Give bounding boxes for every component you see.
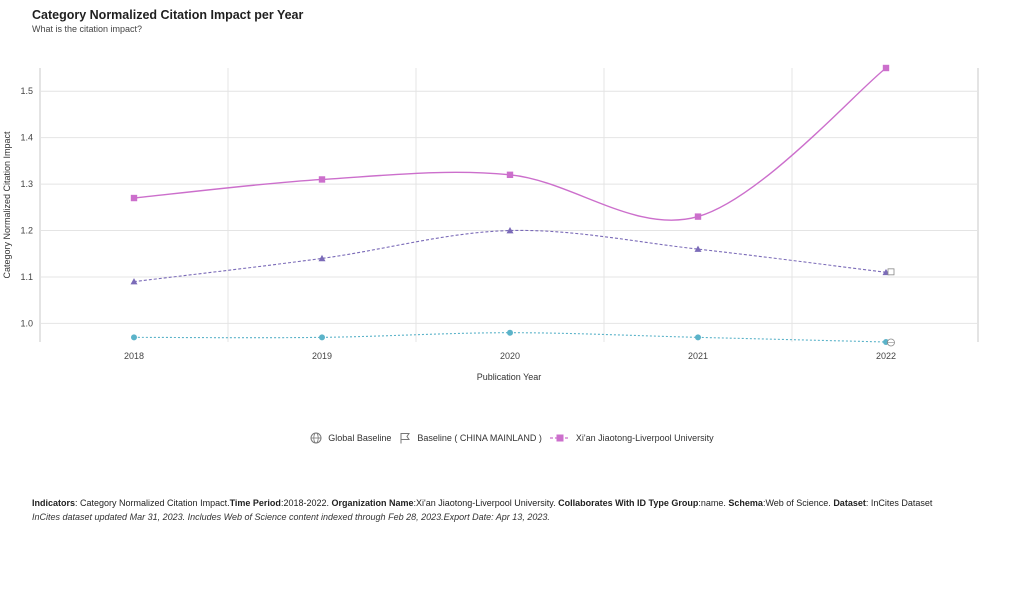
indicators-value: : Category Normalized Citation Impact.	[75, 498, 230, 508]
footer-note: InCites dataset updated Mar 31, 2023. In…	[32, 512, 550, 522]
legend-item-global-baseline[interactable]: Global Baseline	[310, 432, 391, 444]
y-tick-label: 1.1	[20, 272, 33, 282]
footer-metadata: Indicators: Category Normalized Citation…	[32, 496, 992, 510]
y-tick-label: 1.4	[20, 133, 33, 143]
x-tick-label: 2020	[500, 351, 520, 361]
legend-label: Global Baseline	[328, 433, 392, 443]
y-axis-label: Category Normalized Citation Impact	[2, 131, 12, 279]
line-chart: 1.0 1.1 1.2 1.3 1.4 1.5 2018 2019 2020 2021 2022 P…	[2, 64, 979, 382]
legend-item-xjtlu[interactable]: Xi'an Jiaotong-Liverpool University	[549, 433, 714, 443]
x-tick-label: 2019	[312, 351, 332, 361]
org-label: Organization Name	[331, 498, 414, 508]
x-tick-label: 2022	[876, 351, 896, 361]
schema-value: :Web of Science.	[762, 498, 834, 508]
x-axis-label: Publication Year	[477, 372, 542, 382]
footer-info: Indicators: Category Normalized Citation…	[32, 496, 992, 524]
chart-legend: Global Baseline Baseline ( CHINA MAINLAN…	[0, 432, 1024, 444]
square-marker-icon	[549, 434, 570, 442]
series-china-baseline-point[interactable]	[694, 245, 702, 252]
series-global-baseline-point[interactable]	[319, 334, 325, 341]
series-china-baseline-point[interactable]	[130, 278, 138, 285]
x-tick-label: 2021	[688, 351, 708, 361]
flag-icon	[887, 268, 895, 276]
series-china-baseline-line	[133, 229, 887, 283]
flag-icon	[400, 433, 411, 444]
indicators-label: Indicators	[32, 498, 76, 508]
series-xjtlu-point[interactable]	[694, 213, 702, 220]
collab-label: Collaborates With ID Type Group	[558, 498, 699, 508]
org-value: :Xi'an Jiaotong-Liverpool University.	[413, 498, 559, 508]
series-xjtlu-point[interactable]	[318, 176, 326, 183]
dataset-label: Dataset	[833, 498, 866, 508]
chart-title: Category Normalized Citation Impact per …	[32, 8, 304, 22]
y-tick-label: 1.0	[20, 318, 33, 328]
series-xjtlu-point[interactable]	[882, 64, 890, 72]
dataset-value: : InCites Dataset	[865, 498, 933, 508]
collab-value: :name.	[698, 498, 729, 508]
y-tick-label: 1.3	[20, 179, 33, 189]
y-tick-label: 1.2	[20, 226, 33, 236]
period-value: :2018-2022.	[280, 498, 332, 508]
legend-label: Xi'an Jiaotong-Liverpool University	[575, 433, 714, 443]
series-xjtlu-point[interactable]	[506, 171, 514, 179]
series-global-baseline-point[interactable]	[695, 334, 701, 341]
x-tick-label: 2018	[124, 351, 144, 361]
series-global-baseline-point[interactable]	[131, 334, 137, 341]
period-label: Time Period	[229, 498, 281, 508]
series-china-baseline-point[interactable]	[506, 227, 514, 234]
series-global-baseline-point[interactable]	[507, 329, 513, 336]
legend-item-china-baseline[interactable]: Baseline ( CHINA MAINLAND )	[399, 432, 542, 444]
globe-icon	[310, 432, 322, 444]
series-china-baseline-point[interactable]	[318, 254, 326, 262]
schema-label: Schema	[728, 498, 763, 508]
legend-label: Baseline ( CHINA MAINLAND )	[417, 433, 542, 443]
chart-subtitle: What is the citation impact?	[32, 24, 143, 34]
series-xjtlu-point[interactable]	[130, 194, 138, 202]
series-xjtlu-line	[133, 67, 887, 221]
y-tick-label: 1.5	[20, 86, 33, 96]
